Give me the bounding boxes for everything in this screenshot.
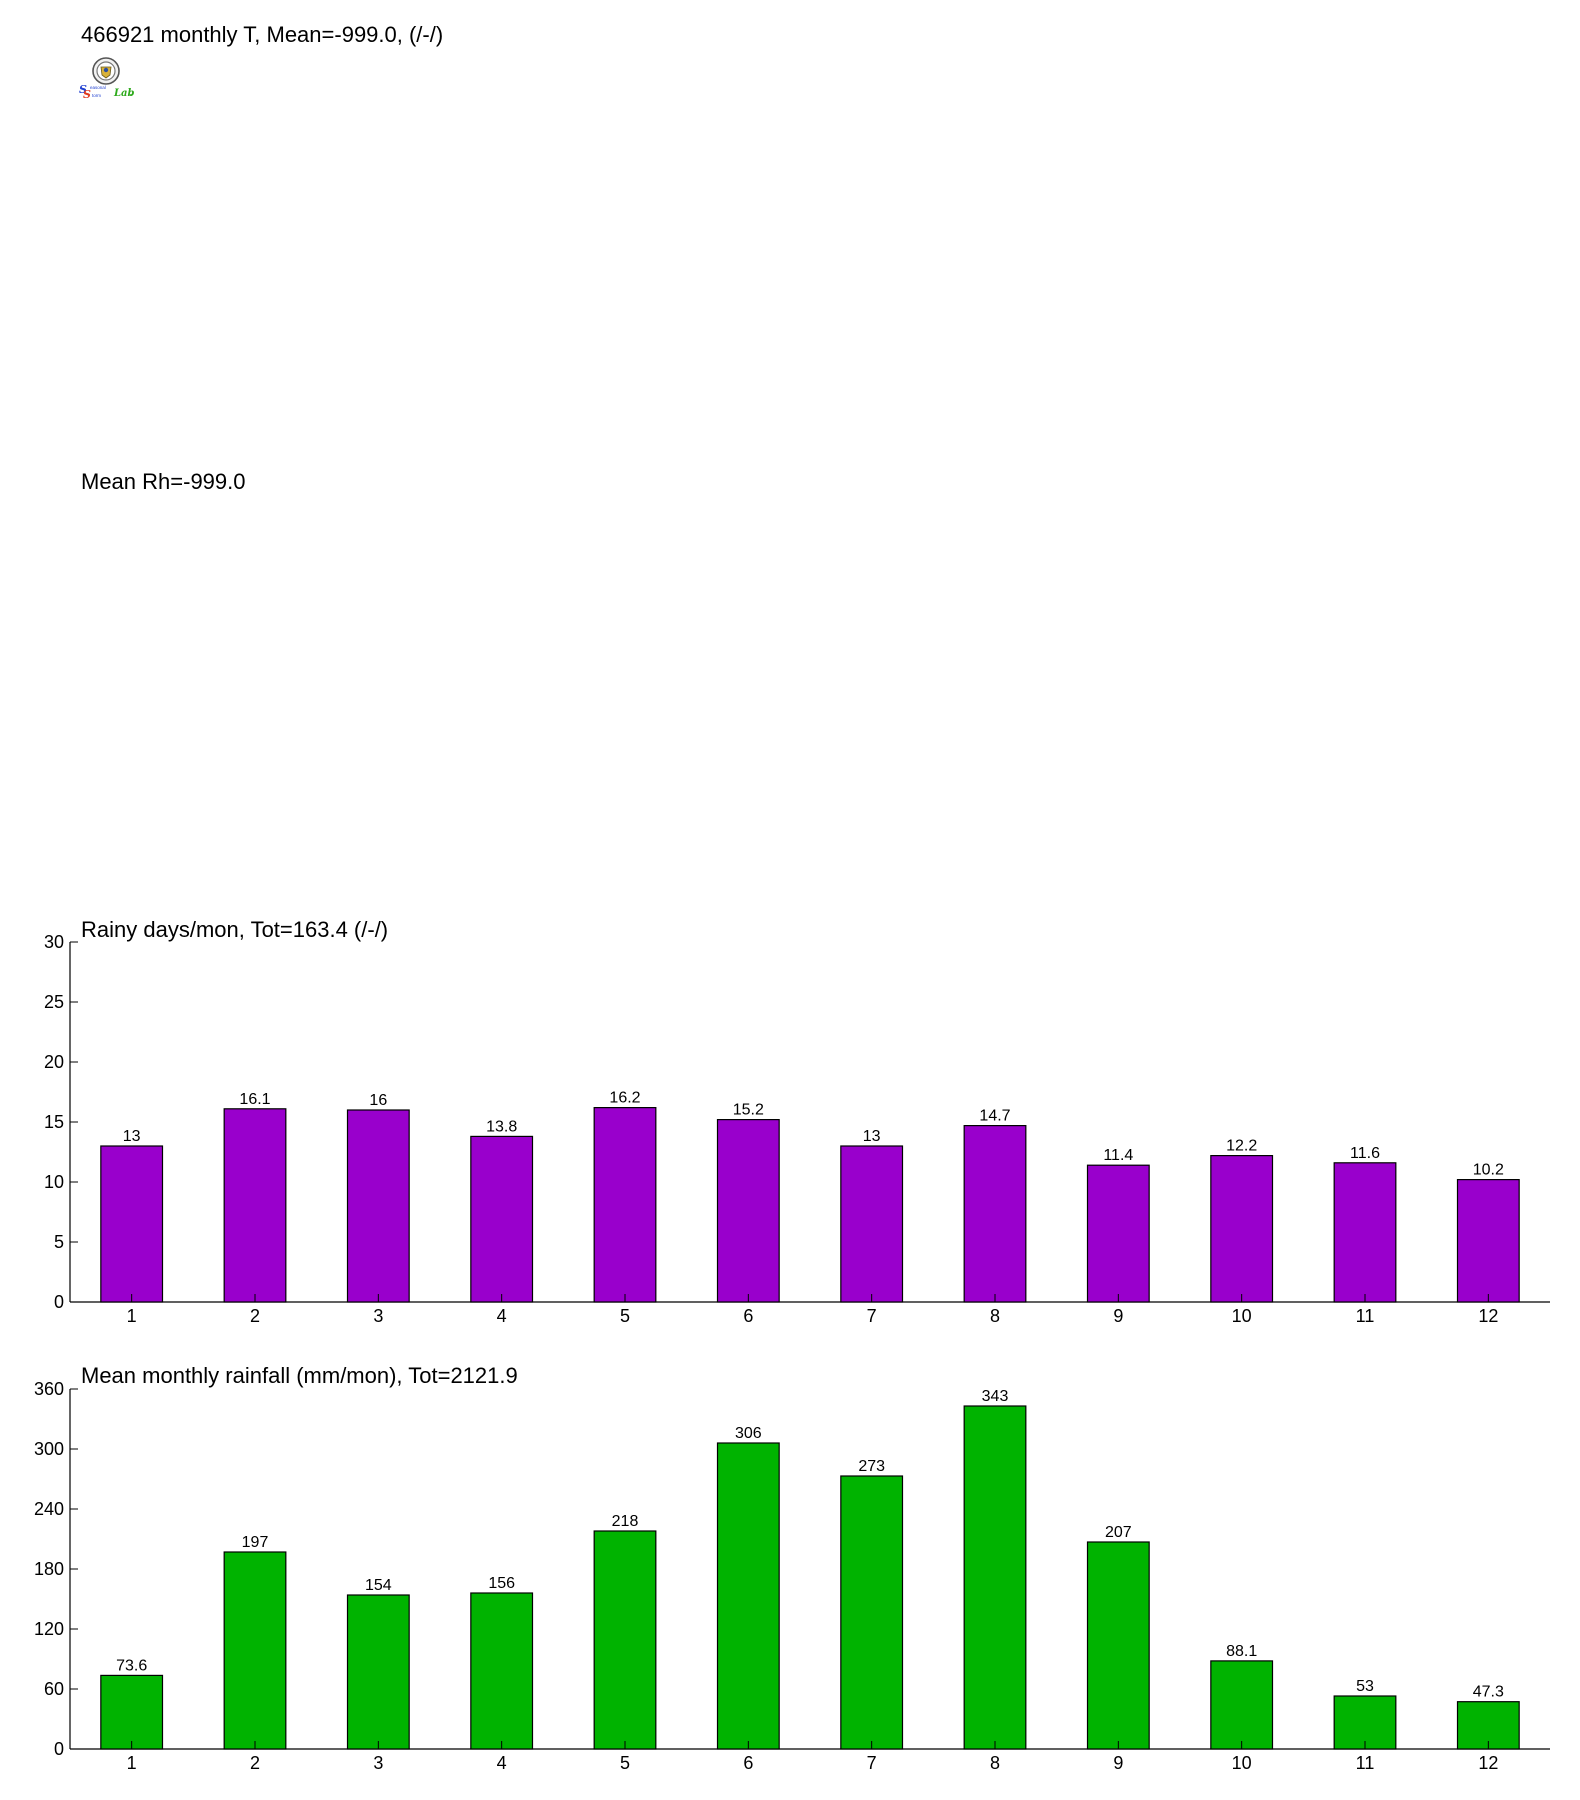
rainy-days-bar (470, 1135, 534, 1303)
rainfall-bar (470, 1592, 534, 1750)
rainy-days-y-tick-label: 5 (54, 1232, 64, 1252)
rainy-days-bar (100, 1145, 164, 1303)
svg-text:easonal: easonal (90, 85, 106, 90)
rainfall-data-label: 154 (365, 1577, 392, 1594)
rainy-days-data-label: 12.2 (1226, 1138, 1257, 1155)
rainy-days-bar (1210, 1155, 1274, 1303)
rainfall-data-label: 343 (982, 1388, 1009, 1405)
rainfall-bar (1333, 1695, 1397, 1750)
humidity-panel-title: Mean Rh=-999.0 (81, 469, 246, 494)
rainfall-y-tick-label: 300 (34, 1439, 64, 1459)
rainy-days-x-tick-label: 5 (620, 1306, 630, 1326)
rainfall-x-tick-label: 7 (867, 1753, 877, 1773)
rainy-days-x-tick-label: 12 (1478, 1306, 1498, 1326)
svg-text:S: S (79, 83, 87, 96)
svg-text:torm: torm (92, 93, 101, 98)
rainy-days-y-tick-label: 15 (44, 1112, 64, 1132)
rainy-days-x-tick-label: 10 (1232, 1306, 1252, 1326)
rainy-days-chart-title: Rainy days/mon, Tot=163.4 (/-/) (81, 917, 389, 942)
rainy-days-data-label: 13 (123, 1128, 141, 1145)
rainfall-x-tick-label: 11 (1356, 1753, 1375, 1773)
rainy-days-bar (223, 1108, 287, 1303)
rainy-days-y-tick-label: 30 (44, 932, 64, 952)
rainfall-data-label: 53 (1356, 1678, 1374, 1695)
rainfall-x-tick-label: 6 (743, 1753, 753, 1773)
rainy-days-data-label: 11.6 (1350, 1145, 1380, 1162)
rainfall-y-tick-label: 180 (34, 1559, 64, 1579)
rainfall-data-label: 156 (488, 1575, 515, 1592)
rainy-days-bar (840, 1145, 904, 1303)
rainfall-bar (593, 1530, 657, 1750)
rainfall-x-tick-label: 2 (250, 1753, 260, 1773)
rainy-days-y-tick-label: 20 (44, 1052, 64, 1072)
rainy-days-x-tick-label: 1 (127, 1306, 137, 1326)
rainy-days-data-label: 16.1 (239, 1091, 270, 1108)
rainy-days-bar-chart: 0 5 10 15 20 25 30 13 1 16.1 2 16 3 13.8 4 16.2 5 15.2 6 13… (44, 932, 1550, 1326)
rainy-days-x-tick-label: 8 (990, 1306, 1000, 1326)
rainy-days-x-tick-label: 3 (373, 1306, 383, 1326)
rainfall-x-tick-label: 10 (1232, 1753, 1252, 1773)
rainy-days-data-label: 15.2 (733, 1102, 764, 1119)
rainfall-x-tick-label: 1 (127, 1753, 137, 1773)
rainfall-data-label: 88.1 (1226, 1643, 1257, 1660)
rainfall-x-tick-label: 5 (620, 1753, 630, 1773)
rainfall-bar (346, 1594, 410, 1750)
rainfall-data-label: 73.6 (116, 1657, 147, 1674)
rainfall-y-tick-label: 0 (54, 1739, 64, 1759)
rainfall-bar (840, 1475, 904, 1750)
rainfall-data-label: 218 (612, 1513, 639, 1530)
rainy-days-y-tick-label: 10 (44, 1172, 64, 1192)
rainfall-data-label: 207 (1105, 1524, 1132, 1541)
rainfall-y-tick-label: 60 (44, 1679, 64, 1699)
weather-agency-seal-logo: S S easonal torm Lab (78, 56, 135, 102)
rainfall-data-label: 273 (858, 1458, 885, 1475)
rainfall-x-tick-label: 12 (1478, 1753, 1498, 1773)
rainfall-bar (1210, 1660, 1274, 1750)
temperature-panel-title: 466921 monthly T, Mean=-999.0, (/-/) (81, 22, 444, 47)
rainy-days-data-label: 11.4 (1103, 1147, 1133, 1164)
rainfall-data-label: 47.3 (1473, 1684, 1504, 1701)
rainy-days-data-label: 16.2 (609, 1090, 640, 1107)
rainy-days-x-tick-label: 2 (250, 1306, 260, 1326)
rainfall-bar (963, 1405, 1027, 1750)
rainfall-bar (100, 1674, 164, 1750)
rainy-days-bar (593, 1107, 657, 1303)
rainy-days-x-tick-label: 11 (1356, 1306, 1375, 1326)
rainy-days-y-tick-label: 25 (44, 992, 64, 1012)
rainfall-bar (223, 1551, 287, 1750)
rainy-days-bar (1456, 1179, 1520, 1303)
rainy-days-bar (1086, 1164, 1150, 1303)
rainy-days-bar (716, 1119, 780, 1303)
rainy-days-x-tick-label: 9 (1113, 1306, 1123, 1326)
rainfall-y-tick-label: 360 (34, 1379, 64, 1399)
rainfall-y-tick-label: 120 (34, 1619, 64, 1639)
rainy-days-data-label: 16 (369, 1092, 387, 1109)
rainy-days-data-label: 10.2 (1473, 1162, 1504, 1179)
rainfall-x-tick-label: 8 (990, 1753, 1000, 1773)
rainfall-chart-title: Mean monthly rainfall (mm/mon), Tot=2121… (81, 1363, 518, 1388)
rainy-days-y-tick-label: 0 (54, 1292, 64, 1312)
rainfall-y-tick-label: 240 (34, 1499, 64, 1519)
svg-text:S: S (83, 88, 91, 101)
rainfall-data-label: 197 (242, 1534, 269, 1551)
rainy-days-bar (346, 1109, 410, 1303)
rainy-days-x-tick-label: 7 (867, 1306, 877, 1326)
rainfall-bar (716, 1442, 780, 1750)
rainy-days-data-label: 14.7 (979, 1108, 1010, 1125)
rainy-days-data-label: 13 (863, 1128, 881, 1145)
rainfall-bar-chart: 06012018024030036073.6119721543156421853… (34, 1379, 1550, 1773)
rainfall-x-tick-label: 3 (373, 1753, 383, 1773)
rainfall-x-tick-label: 4 (497, 1753, 507, 1773)
rainy-days-data-label: 13.8 (486, 1118, 517, 1135)
rainy-days-x-tick-label: 4 (497, 1306, 507, 1326)
rainfall-bar (1086, 1541, 1150, 1750)
rainfall-data-label: 306 (735, 1425, 762, 1442)
rainy-days-x-tick-label: 6 (743, 1306, 753, 1326)
rainy-days-bar (963, 1125, 1027, 1303)
rainfall-x-tick-label: 9 (1113, 1753, 1123, 1773)
rainy-days-bar (1333, 1162, 1397, 1303)
svg-text:Lab: Lab (113, 88, 134, 99)
